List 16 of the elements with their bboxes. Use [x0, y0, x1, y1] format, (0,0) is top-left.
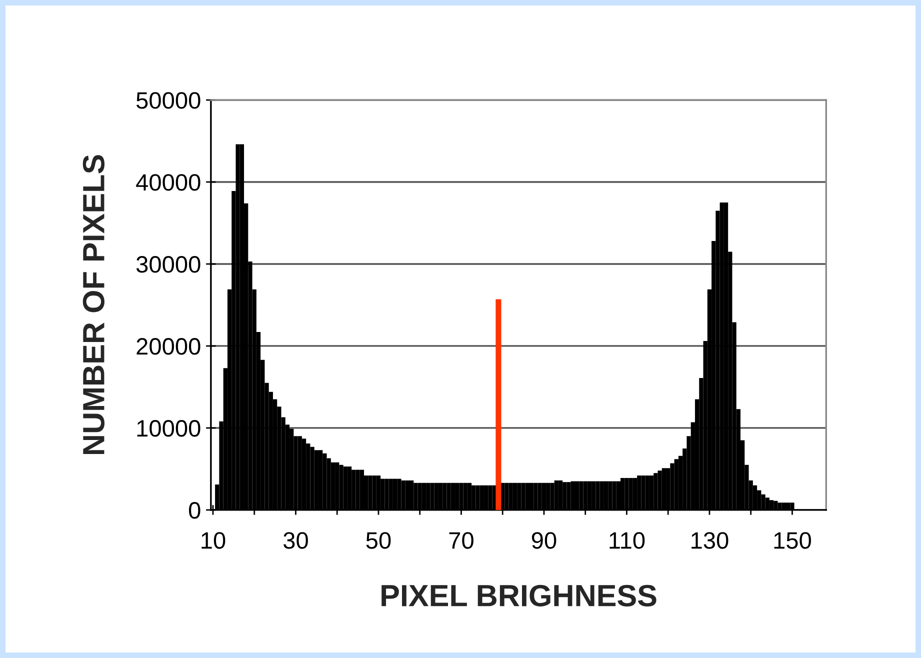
x-tick-label: 130 — [692, 532, 728, 549]
x-axis-title: PIXEL BRIGHNESS — [382, 584, 656, 606]
x-tick-label: 90 — [532, 532, 556, 549]
x-tick-label: 70 — [449, 532, 474, 549]
x-tick-label: 50 — [366, 532, 391, 549]
y-axis-title: NUMBER OF PIXELS — [82, 155, 104, 454]
x-tick-label: 10 — [202, 532, 226, 549]
y-tick-label: 20000 — [136, 338, 200, 355]
x-tick-label: 110 — [610, 532, 645, 549]
y-tick-label: 0 — [188, 502, 200, 519]
x-tick-label: 30 — [283, 532, 308, 549]
x-tick-label: 150 — [774, 532, 811, 549]
y-tick-label: 10000 — [137, 420, 200, 437]
y-tick-label: 30000 — [136, 256, 200, 273]
y-tick-label: 50000 — [136, 92, 200, 109]
y-tick-label: 40000 — [136, 174, 200, 191]
